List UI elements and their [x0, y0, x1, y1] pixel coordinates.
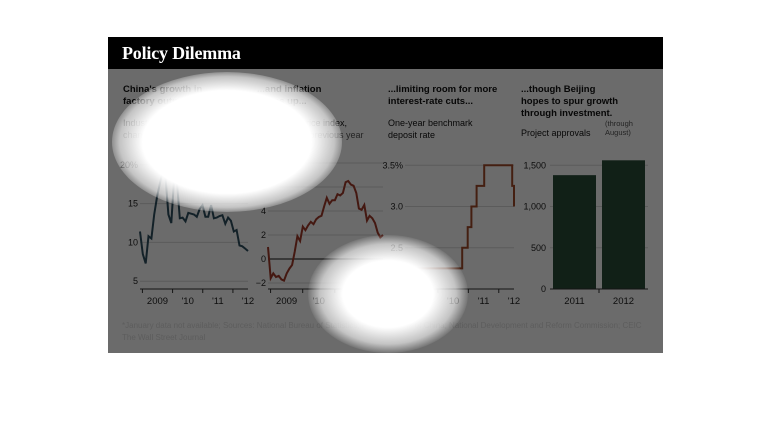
cpi-x-ticks: 2009 '10 '11 '12: [270, 289, 389, 307]
approvals-bar: [602, 160, 645, 289]
cpi-gridlines: [268, 162, 383, 290]
rate-title-line1: ...limiting room for more: [388, 84, 497, 95]
p0-y-tick-label: 5: [133, 276, 138, 286]
p1-x-tick-label: '10: [313, 296, 325, 307]
approvals-note-line2: August): [605, 128, 631, 137]
p1-y-tick-label: 2: [261, 230, 266, 240]
rate-y-ticks: 2.0 2.5 3.0 3.5%: [382, 160, 403, 294]
approvals-note-line1: (through: [605, 119, 633, 128]
footnote-block: *January data not available; Sources: Na…: [122, 320, 652, 344]
industrial-series-line: [139, 167, 249, 264]
approvals-panel: ...though Beijing hopes to spur growth t…: [521, 84, 648, 307]
p2-x-tick-label: 2009: [412, 296, 433, 307]
industrial-subtitle: change from previous year: [123, 130, 230, 140]
p0-y-tick-label: 10: [128, 237, 138, 247]
p2-y-tick-label: 2.5: [390, 243, 403, 253]
rate-title-line2: interest-rate cuts...: [388, 96, 473, 107]
approvals-title-line2: hopes to spur growth: [521, 96, 618, 107]
sources-note: *January data not available; Sources: Na…: [122, 321, 642, 330]
industrial-title-line2: factory output slows....: [123, 96, 226, 107]
industrial-y-ticks: 5 10 15 20%: [120, 160, 138, 286]
approvals-y-tick-label: 1,500: [523, 160, 546, 170]
rate-gridlines: [405, 164, 514, 290]
p2-x-tick-label: '12: [508, 296, 520, 307]
p0-y-tick-label: 20%: [120, 160, 138, 170]
p2-y-tick-label: 3.5%: [382, 160, 403, 170]
p2-x-tick-label: '10: [447, 296, 459, 307]
p0-x-tick-label: '10: [181, 296, 193, 307]
rate-subtitle-strong: One-year benchmark: [388, 118, 473, 128]
approvals-title-line1: ...though Beijing: [521, 84, 596, 95]
approvals-title-line3: through investment.: [521, 108, 612, 119]
p1-x-tick-label: 2009: [276, 296, 297, 307]
p2-y-tick-label: 3.0: [390, 202, 403, 212]
policy-dilemma-graphic: Policy Dilemma China's growth in factory…: [108, 37, 663, 353]
p1-y-tick-label: 6: [261, 182, 266, 192]
industrial-panel: China's growth in factory output slows..…: [120, 84, 254, 307]
cpi-title-line1: ...and inflation: [257, 84, 322, 95]
approvals-x-ticks: 2011 2012: [550, 288, 648, 307]
approvals-x-tick-label: 2012: [613, 296, 634, 307]
industrial-x-ticks: 2009 '10 '11 '12: [141, 289, 254, 307]
charts-canvas: China's growth in factory output slows..…: [120, 84, 648, 307]
rate-subtitle-strong2: deposit rate: [388, 130, 435, 140]
p1-x-tick-label: '11: [345, 296, 357, 307]
industrial-subtitle-strong: Industrial production,: [123, 118, 207, 128]
cpi-panel: ...and inflation edges up... Consumer pr…: [253, 84, 389, 307]
p0-x-tick-label: '11: [212, 296, 224, 307]
rate-panel: ...limiting room for more interest-rate …: [382, 84, 520, 307]
credit-line: The Wall Street Journal: [122, 333, 206, 342]
cpi-series-line: [267, 179, 384, 282]
approvals-y-tick-label: 0: [541, 284, 546, 294]
p2-x-tick-label: '11: [478, 296, 490, 307]
p1-y-tick-label: 0: [261, 254, 266, 264]
p1-y-tick-label: 4: [261, 206, 266, 216]
approvals-subtitle-strong: Project approvals: [521, 128, 591, 138]
rate-series-line: [405, 164, 515, 270]
p0-y-tick-label: 15: [128, 199, 138, 209]
p0-x-tick-label: 2009: [147, 296, 168, 307]
p2-y-tick-label: 2.0: [390, 284, 403, 294]
cpi-subtitle-strong: Consumer price index,: [257, 118, 347, 128]
main-title: Policy Dilemma: [122, 43, 241, 63]
p0-x-tick-label: '12: [242, 296, 254, 307]
p1-x-tick-label: '12: [377, 296, 389, 307]
industrial-title-line1: China's growth in: [123, 84, 203, 95]
approvals-y-tick-label: 500: [531, 243, 546, 253]
title-bar: Policy Dilemma: [108, 37, 663, 69]
approvals-y-ticks: 0 500 1,000 1,500: [523, 160, 546, 294]
approvals-x-tick-label: 2011: [564, 296, 584, 307]
approvals-bar: [553, 175, 596, 289]
p1-y-tick-label: −2: [256, 278, 266, 288]
cpi-title-line2: edges up...: [257, 96, 307, 107]
approvals-bars: [553, 160, 645, 289]
rate-x-ticks: 2009 '10 '11 '12: [406, 289, 520, 307]
approvals-y-tick-label: 1,000: [523, 202, 546, 212]
p1-y-tick-label: 8%: [253, 158, 266, 168]
cpi-y-ticks: −2 0 2 4 6 8%: [253, 158, 266, 288]
cpi-subtitle: change from previous year: [257, 130, 364, 140]
